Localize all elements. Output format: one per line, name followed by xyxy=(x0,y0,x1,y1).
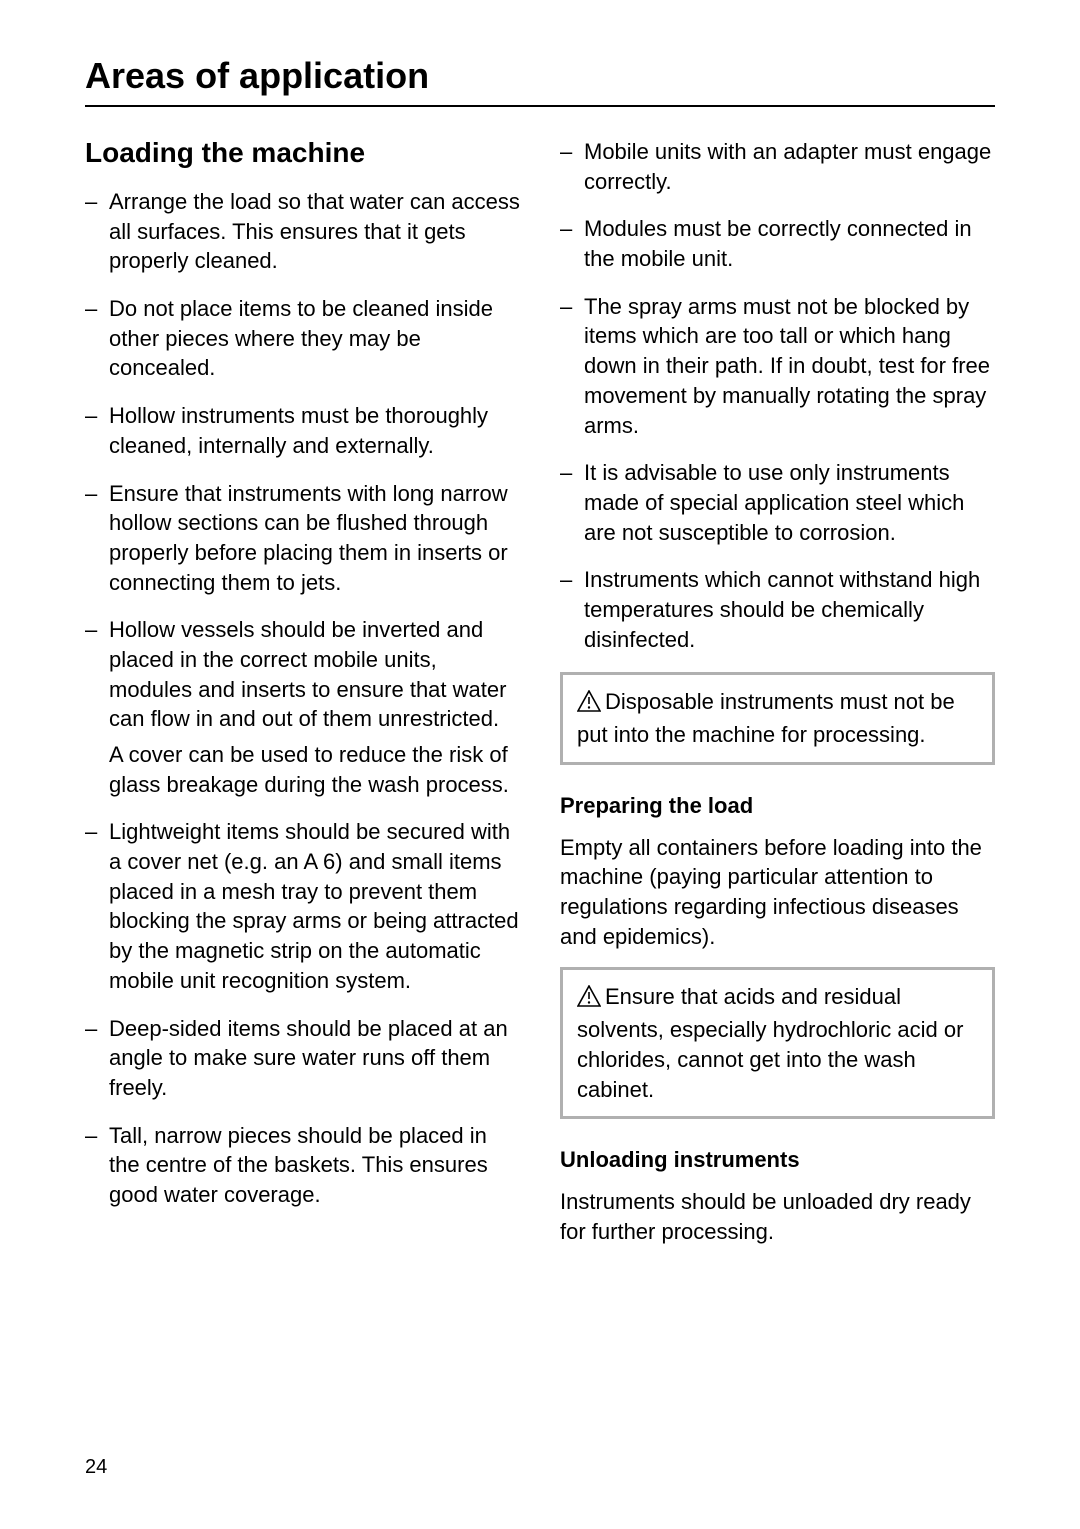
list-item-text: It is advisable to use only instruments … xyxy=(584,460,964,544)
list-item-text: Deep-sided items should be placed at an … xyxy=(109,1016,508,1100)
warning-text: Disposable instruments must not be put i… xyxy=(577,689,955,747)
warning-box: Ensure that acids and residual solvents,… xyxy=(560,967,995,1119)
list-item: Mobile units with an adapter must engage… xyxy=(560,137,995,196)
list-item: Hollow instruments must be thoroughly cl… xyxy=(85,401,520,460)
list-item: Hollow vessels should be inverted and pl… xyxy=(85,615,520,799)
list-item: Modules must be correctly connected in t… xyxy=(560,214,995,273)
list-item-text: Ensure that instruments with long narrow… xyxy=(109,481,508,595)
warning-icon xyxy=(577,690,601,720)
page: Areas of application Loading the machine… xyxy=(0,0,1080,1529)
list-item-text: Arrange the load so that water can acces… xyxy=(109,189,520,273)
loading-list: Arrange the load so that water can acces… xyxy=(85,187,520,1210)
list-item: Deep-sided items should be placed at an … xyxy=(85,1014,520,1103)
list-item-text: Mobile units with an adapter must engage… xyxy=(584,139,991,194)
chapter-title: Areas of application xyxy=(85,55,995,97)
paragraph: Empty all containers before loading into… xyxy=(560,833,995,952)
list-item: It is advisable to use only instruments … xyxy=(560,458,995,547)
subheading-unloading: Unloading instruments xyxy=(560,1147,995,1173)
warning-box: Disposable instruments must not be put i… xyxy=(560,672,995,764)
left-column: Loading the machine Arrange the load so … xyxy=(85,137,520,1263)
list-item: Instruments which cannot withstand high … xyxy=(560,565,995,654)
list-item: Do not place items to be cleaned inside … xyxy=(85,294,520,383)
list-item: Ensure that instruments with long narrow… xyxy=(85,479,520,598)
chapter-rule xyxy=(85,105,995,107)
list-item: Arrange the load so that water can acces… xyxy=(85,187,520,276)
list-item-text: Instruments which cannot withstand high … xyxy=(584,567,980,651)
section-title-loading: Loading the machine xyxy=(85,137,520,169)
list-item-text: The spray arms must not be blocked by it… xyxy=(584,294,990,438)
warning-icon xyxy=(577,985,601,1015)
paragraph: Instruments should be unloaded dry ready… xyxy=(560,1187,995,1246)
loading-list-continued: Mobile units with an adapter must engage… xyxy=(560,137,995,654)
list-item-text: Do not place items to be cleaned inside … xyxy=(109,296,493,380)
right-column: Mobile units with an adapter must engage… xyxy=(560,137,995,1263)
subheading-preparing: Preparing the load xyxy=(560,793,995,819)
list-item: Tall, narrow pieces should be placed in … xyxy=(85,1121,520,1210)
list-item-text: Hollow instruments must be thoroughly cl… xyxy=(109,403,488,458)
list-item-text: Hollow vessels should be inverted and pl… xyxy=(109,617,506,731)
list-item: The spray arms must not be blocked by it… xyxy=(560,292,995,440)
page-number: 24 xyxy=(85,1456,107,1479)
list-item-text: Modules must be correctly connected in t… xyxy=(584,216,972,271)
content-columns: Loading the machine Arrange the load so … xyxy=(85,137,995,1263)
list-item: Lightweight items should be secured with… xyxy=(85,817,520,995)
list-item-text: Tall, narrow pieces should be placed in … xyxy=(109,1123,488,1207)
list-item-extra: A cover can be used to reduce the risk o… xyxy=(109,740,520,799)
warning-text: Ensure that acids and residual solvents,… xyxy=(577,984,963,1101)
list-item-text: Lightweight items should be secured with… xyxy=(109,819,519,992)
